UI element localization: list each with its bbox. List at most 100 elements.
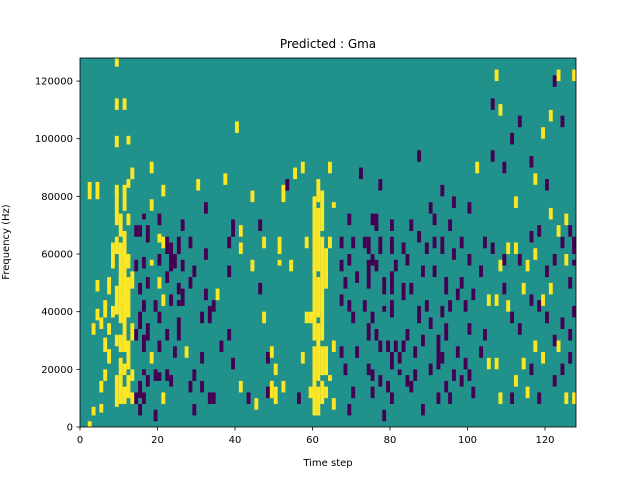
heatmap-cell (316, 323, 321, 381)
y-tick-label: 0 (67, 423, 73, 434)
heatmap-cell (118, 248, 123, 289)
heatmap-cell (370, 386, 375, 399)
heatmap-cell (331, 340, 336, 353)
heatmap-cell (180, 288, 185, 306)
heatmap-cell (362, 236, 367, 249)
x-tick-label: 80 (384, 435, 397, 446)
heatmap-cell (483, 236, 487, 249)
heatmap-cell (176, 317, 181, 341)
heatmap-cell (157, 372, 162, 381)
heatmap-cell (545, 265, 549, 278)
heatmap-cell (382, 277, 387, 295)
heatmap-cell (343, 277, 348, 289)
heatmap-cell (122, 254, 127, 306)
heatmap-cell (87, 421, 92, 427)
heatmap-cell (192, 265, 197, 278)
heatmap-cell (134, 328, 139, 341)
heatmap-cell (517, 115, 522, 128)
heatmap-cell (188, 380, 193, 393)
heatmap-cell (250, 190, 255, 203)
heatmap-cell (514, 375, 518, 387)
heatmap-cell (122, 300, 127, 353)
heatmap-cell (107, 277, 112, 295)
heatmap-cell (188, 277, 193, 289)
heatmap-cell (204, 248, 208, 260)
heatmap-cell (157, 213, 162, 226)
heatmap-cell (188, 236, 193, 249)
heatmap-cell (428, 202, 433, 214)
heatmap-cell (568, 277, 573, 289)
heatmap-cell (300, 161, 305, 174)
heatmap-cell (200, 380, 205, 393)
heatmap-cell (432, 236, 437, 249)
heatmap-cell (227, 236, 232, 249)
heatmap-cell (99, 403, 104, 413)
heatmap-cell (552, 254, 557, 266)
heatmap-cell (475, 161, 480, 174)
heatmap-cell (114, 236, 119, 255)
x-tick-label: 60 (306, 435, 319, 446)
heatmap-cell (130, 271, 135, 289)
heatmap-cell (498, 104, 503, 116)
heatmap-cell (134, 392, 139, 404)
heatmap-cell (374, 213, 379, 231)
y-tick-label: 60000 (41, 250, 73, 261)
heatmap-cell (331, 398, 336, 410)
x-tick-label: 40 (229, 435, 242, 446)
heatmap-cell (401, 340, 406, 353)
heatmap-cell (122, 230, 127, 255)
heatmap-cell (510, 311, 515, 324)
heatmap-cell (351, 311, 356, 324)
heatmap-cell (529, 230, 534, 243)
heatmap-cell (421, 265, 425, 278)
heatmap-cell (366, 323, 371, 341)
heatmap-cell (87, 181, 92, 200)
heatmap-cell (126, 135, 131, 145)
heatmap-cell (424, 242, 429, 255)
heatmap-cell (560, 363, 565, 376)
heatmap-cell (556, 340, 561, 353)
heatmap-cell (382, 305, 387, 312)
heatmap-cell (390, 271, 394, 295)
heatmap-cell (537, 300, 542, 312)
heatmap-cell (467, 254, 472, 266)
heatmap-cell (142, 334, 146, 353)
heatmap-cell (320, 346, 325, 376)
heatmap-cell (564, 254, 569, 266)
heatmap-cell (142, 213, 146, 220)
heatmap-cell (370, 254, 375, 266)
heatmap-cell (118, 375, 123, 404)
heatmap-cell (556, 69, 561, 82)
heatmap-cell (118, 213, 123, 237)
heatmap-cell (568, 225, 573, 237)
heatmap-cell (417, 230, 422, 243)
heatmap-cell (207, 305, 212, 324)
heatmap-cell (432, 265, 437, 278)
heatmap-cell (107, 323, 112, 335)
heatmap-cell (459, 375, 464, 387)
heatmap-cell (262, 236, 267, 249)
heatmap-cell (308, 311, 313, 324)
heatmap-cell (111, 305, 115, 318)
heatmap-cell (285, 179, 290, 191)
heatmap-cell (227, 265, 232, 278)
heatmap-cell (173, 346, 177, 358)
heatmap-cell (219, 340, 224, 353)
heatmap-cell (118, 242, 123, 255)
heatmap-cell (378, 375, 383, 387)
heatmap-cell (347, 254, 352, 266)
heatmap-cell (386, 380, 391, 393)
heatmap-cell (393, 259, 398, 272)
heatmap-cell (405, 375, 410, 387)
heatmap-cell (312, 277, 317, 341)
heatmap-cell (556, 225, 561, 237)
heatmap-cell (126, 340, 131, 370)
heatmap-cell (560, 115, 565, 128)
heatmap-cell (347, 403, 352, 416)
heatmap-cell (564, 213, 569, 226)
heatmap-cell (138, 311, 143, 329)
heatmap-cell (134, 259, 139, 272)
heatmap-cell (95, 308, 100, 321)
heatmap-cell (176, 282, 181, 295)
heatmap-cell (545, 179, 549, 191)
